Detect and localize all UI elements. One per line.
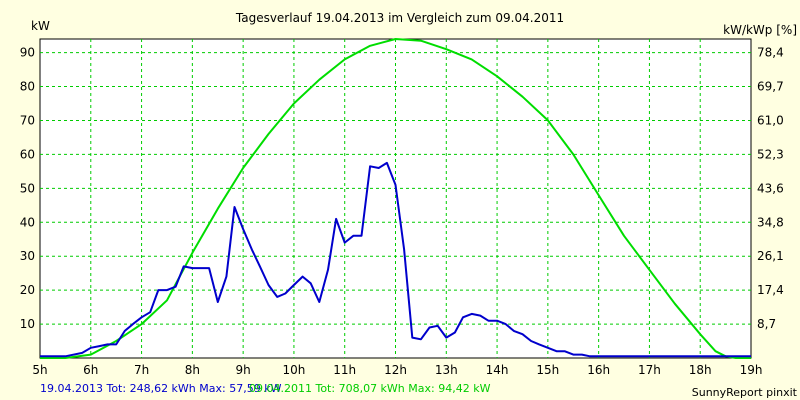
y-tick-label-left: 80	[20, 80, 35, 94]
x-tick-label: 6h	[83, 363, 98, 377]
x-tick-label: 9h	[236, 363, 251, 377]
series-line-19-04-2013	[40, 161, 751, 358]
y-tick-label-right: 8,7	[757, 317, 776, 331]
chart-title: Tagesverlauf 19.04.2013 im Vergleich zum…	[235, 11, 564, 25]
y-tick-label-right: 43,6	[757, 181, 784, 195]
x-tick-label: 8h	[185, 363, 200, 377]
y-axis-label-right: kW/kWp [%]	[723, 23, 797, 37]
x-tick-label: 15h	[536, 363, 559, 377]
y-tick-label-right: 61,0	[757, 113, 784, 127]
x-tick-label: 17h	[638, 363, 661, 377]
y-tick-label-right: 34,8	[757, 215, 784, 229]
series-line-09-04-2011	[40, 38, 751, 359]
y-tick-label-left: 70	[20, 113, 35, 127]
y-tick-label-right: 52,3	[757, 147, 784, 161]
y-tick-label-right: 69,7	[757, 80, 784, 94]
y-axis-label-left: kW	[31, 19, 50, 33]
plot-area: 5h 6h 7h 8h 9h 10h 11h 12h 13h 14h 15h 16h 17h 18h 19h…	[20, 38, 784, 377]
y-tick-label-left: 30	[20, 249, 35, 263]
credit-text: SunnyReport pinxit	[692, 386, 798, 399]
x-tick-label: 16h	[587, 363, 610, 377]
y-tick-label-left: 10	[20, 317, 35, 331]
x-tick-label: 18h	[689, 363, 712, 377]
y-tick-label-left: 40	[20, 215, 35, 229]
legend-2011: 09.04.2011 Tot: 708,07 kWh Max: 94,42 kW	[249, 382, 491, 395]
y-tick-label-left: 60	[20, 147, 35, 161]
x-tick-label: 12h	[384, 363, 407, 377]
x-tick-label: 14h	[486, 363, 509, 377]
x-tick-label: 10h	[282, 363, 305, 377]
x-tick-label: 19h	[740, 363, 763, 377]
x-tick-label: 7h	[134, 363, 149, 377]
x-tick-label: 13h	[435, 363, 458, 377]
y-tick-label-left: 50	[20, 181, 35, 195]
x-tick-label: 11h	[333, 363, 356, 377]
y-tick-label-right: 78,4	[757, 46, 784, 60]
legend-2013: 19.04.2013 Tot: 248,62 kWh Max: 57,59 kW	[40, 382, 282, 395]
y-tick-label-right: 17,4	[757, 283, 784, 297]
y-tick-label-left: 20	[20, 283, 35, 297]
x-tick-label: 5h	[32, 363, 47, 377]
y-tick-label-right: 26,1	[757, 249, 784, 263]
y-tick-label-left: 90	[20, 46, 35, 60]
